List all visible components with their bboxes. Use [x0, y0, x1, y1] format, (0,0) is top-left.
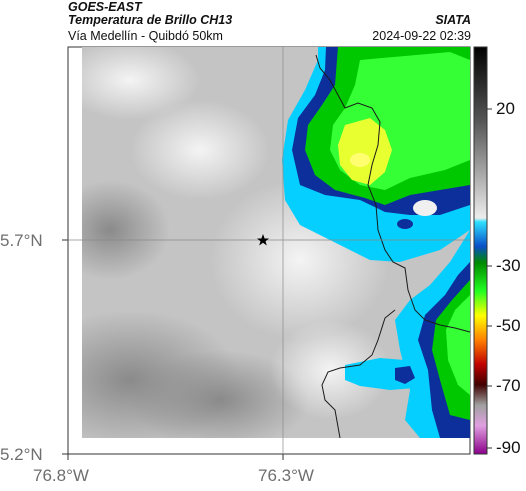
timestamp-label: 2024-09-22 02:39 — [372, 29, 471, 43]
region-subtitle: Vía Medellín - Quibdó 50km — [68, 29, 223, 43]
river-line — [321, 309, 396, 438]
colorbar-label-minus90: -90 — [496, 438, 521, 457]
colorbar — [473, 46, 488, 455]
cloud-imagery — [82, 47, 470, 438]
convective-band-bright-green — [446, 295, 470, 395]
lon-label-76-3: 76.3°W — [258, 466, 314, 485]
colorbar-label-minus50: -50 — [496, 316, 521, 335]
lat-label-5-2: 5.2°N — [0, 445, 43, 464]
small-cloud-patch-core — [395, 366, 415, 384]
colorbar-ticks — [487, 108, 492, 449]
colorbar-label-minus70: -70 — [496, 376, 521, 395]
star-marker-icon — [257, 234, 269, 246]
lon-label-76-8: 76.8°W — [33, 466, 89, 485]
border-line — [315, 54, 470, 333]
colorbar-label-20: 20 — [496, 99, 515, 118]
colorbar-label-minus30: -30 — [496, 256, 521, 275]
satellite-title: GOES-EAST — [68, 0, 142, 14]
agency-label: SIATA — [435, 13, 471, 27]
product-title: Temperatura de Brillo CH13 — [68, 13, 233, 27]
lat-label-5-7: 5.7°N — [0, 231, 43, 250]
